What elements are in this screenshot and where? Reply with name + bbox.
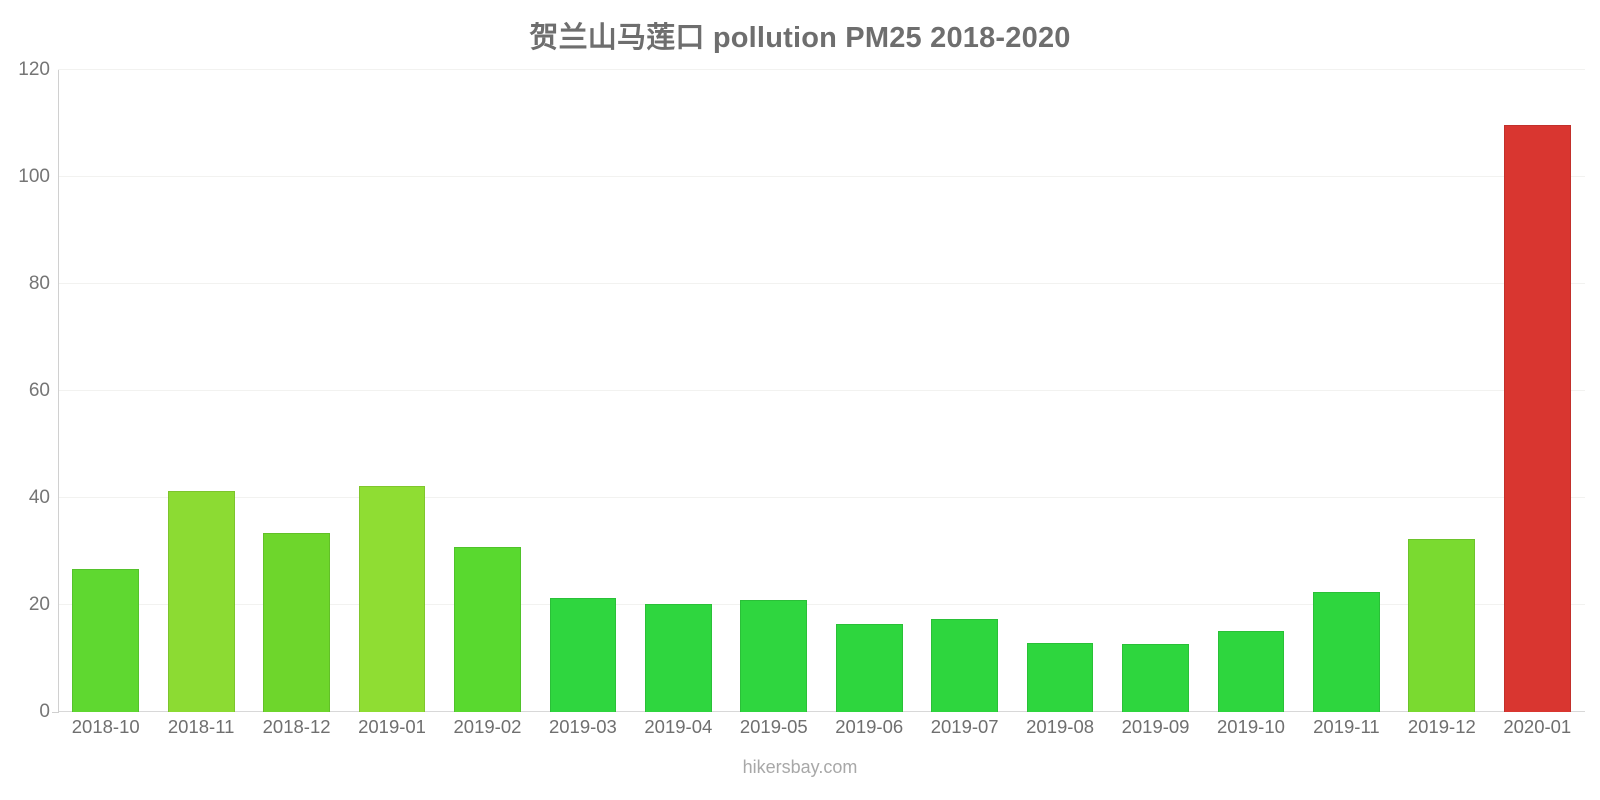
y-tick-label: 100: [18, 166, 50, 187]
bar[interactable]: [740, 599, 808, 712]
bar[interactable]: [1026, 643, 1094, 712]
y-tick-label: 120: [18, 59, 50, 80]
x-tick-label: 2019-06: [835, 716, 904, 737]
x-tick-label: 2019-10: [1217, 716, 1285, 737]
source-watermark: hikersbay.com: [742, 757, 858, 777]
bar[interactable]: [1122, 643, 1189, 712]
bar[interactable]: [1217, 630, 1285, 712]
y-tick-label: 60: [28, 380, 50, 401]
y-tick-label: 80: [28, 273, 50, 294]
x-tick-label: 2019-07: [930, 716, 999, 737]
page-title: 贺兰山马莲口 pollution PM25 2018-2020: [529, 22, 1071, 54]
x-tick-label: 2019-04: [644, 716, 713, 737]
bar[interactable]: [644, 604, 712, 712]
gridline-40: [58, 497, 1585, 498]
bar[interactable]: [358, 486, 426, 712]
x-tick-label: 2019-08: [1026, 716, 1095, 737]
bar[interactable]: [1313, 591, 1380, 712]
x-tick-label: 2019-03: [548, 716, 617, 737]
x-tick-label: 2019-05: [739, 716, 808, 737]
x-axis-tick-labels: 2018-10 2018-11 2018-12 2019-01 2019-02 2019-…: [58, 716, 1585, 750]
gridline-120: [58, 69, 1585, 70]
y-axis-tick-labels: 0 20 40 60 80 100 120: [0, 59, 50, 722]
bar[interactable]: [549, 597, 617, 712]
x-tick-label: 2019-11: [1313, 716, 1380, 737]
y-tick-label: 20: [28, 594, 50, 615]
gridline-80: [58, 283, 1585, 284]
x-tick-label: 2019-12: [1407, 716, 1476, 737]
bar[interactable]: [1503, 124, 1571, 712]
bar[interactable]: [263, 532, 330, 712]
bar[interactable]: [835, 623, 903, 712]
bar[interactable]: [72, 569, 140, 712]
x-tick-label: 2019-02: [453, 716, 522, 737]
x-tick-label: 2020-01: [1503, 716, 1572, 737]
bar[interactable]: [1408, 538, 1476, 712]
x-tick-label: 2018-11: [167, 716, 235, 737]
gridline-20: [58, 604, 1585, 605]
bar[interactable]: [454, 547, 521, 712]
x-tick-label: 2018-10: [71, 716, 140, 737]
x-tick-label: 2018-12: [262, 716, 331, 737]
gridline-0: [58, 711, 1585, 712]
bar-series: [58, 70, 1585, 712]
x-tick-label: 2019-09: [1121, 716, 1190, 737]
y-tick-label: 0: [39, 701, 50, 722]
gridline-60: [58, 390, 1585, 391]
bar[interactable]: [167, 491, 235, 712]
gridline-100: [58, 176, 1585, 177]
y-axis-line: [52, 70, 59, 713]
bar[interactable]: [931, 618, 999, 712]
plot-area: [58, 69, 1585, 712]
y-tick-label: 40: [28, 487, 50, 508]
x-tick-label: 2019-01: [358, 716, 426, 737]
